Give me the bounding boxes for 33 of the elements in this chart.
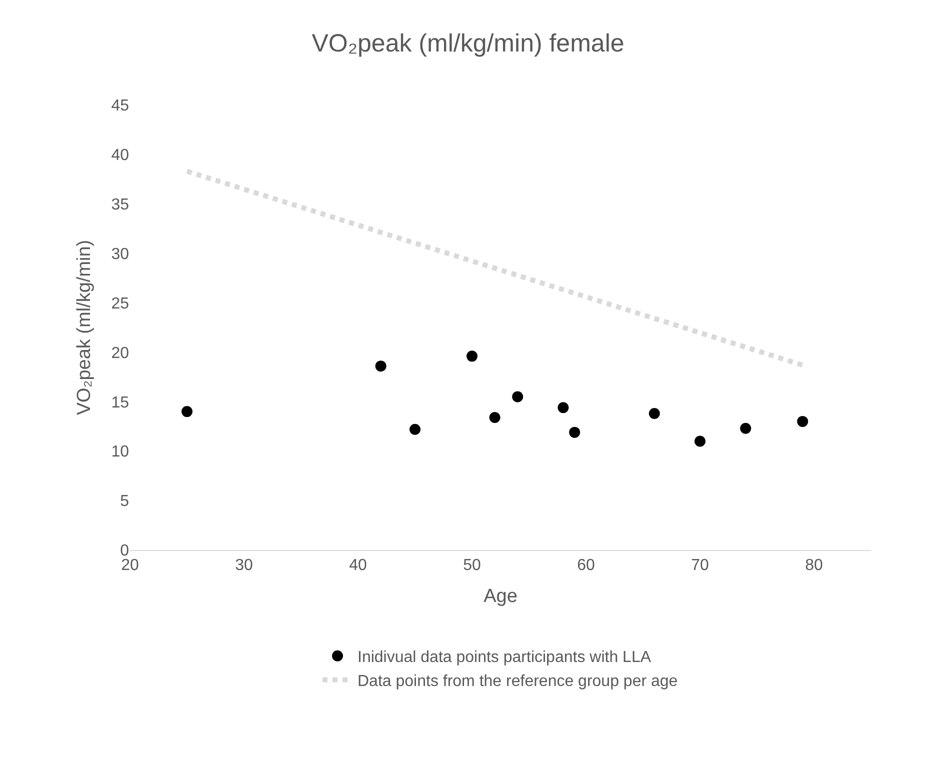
y-tick-label: 25 bbox=[111, 295, 130, 312]
point bbox=[489, 412, 500, 423]
y-tick-label: 35 bbox=[111, 196, 130, 214]
point bbox=[569, 426, 580, 438]
point bbox=[375, 360, 386, 372]
y-tick-label: 5 bbox=[120, 493, 130, 510]
y-axis-title: VO₂peak (ml/kg/min) bbox=[74, 240, 96, 416]
x-axis-title: Age bbox=[484, 586, 518, 607]
point bbox=[648, 408, 660, 420]
y-tick-label: 30 bbox=[111, 246, 130, 263]
y-tick-label: 15 bbox=[111, 394, 130, 412]
x-tick-label: 50 bbox=[463, 557, 481, 574]
x-tick-label: 30 bbox=[235, 557, 253, 574]
point bbox=[740, 422, 752, 434]
point bbox=[797, 416, 808, 427]
y-tick-label: 0 bbox=[120, 542, 130, 560]
x-tick-label: 60 bbox=[577, 557, 595, 574]
y-tick-label: 45 bbox=[111, 98, 130, 115]
point bbox=[182, 406, 192, 418]
y-tick-label: 10 bbox=[111, 444, 130, 461]
point bbox=[466, 350, 478, 362]
x-tick-label: 80 bbox=[805, 557, 823, 574]
chart-title: VO₂peak (ml/kg/min) female bbox=[312, 30, 624, 58]
legend-label: Inidivual data points participants with LLA bbox=[358, 649, 652, 666]
point bbox=[558, 402, 569, 414]
point bbox=[410, 424, 420, 435]
point bbox=[512, 391, 524, 402]
y-tick-label: 20 bbox=[111, 344, 130, 362]
legend-label: Data points from the reference group per age bbox=[358, 672, 678, 690]
y-tick-label: 40 bbox=[111, 147, 130, 164]
point bbox=[694, 436, 706, 447]
x-tick-label: 40 bbox=[349, 557, 367, 574]
x-tick-label: 70 bbox=[691, 557, 709, 574]
